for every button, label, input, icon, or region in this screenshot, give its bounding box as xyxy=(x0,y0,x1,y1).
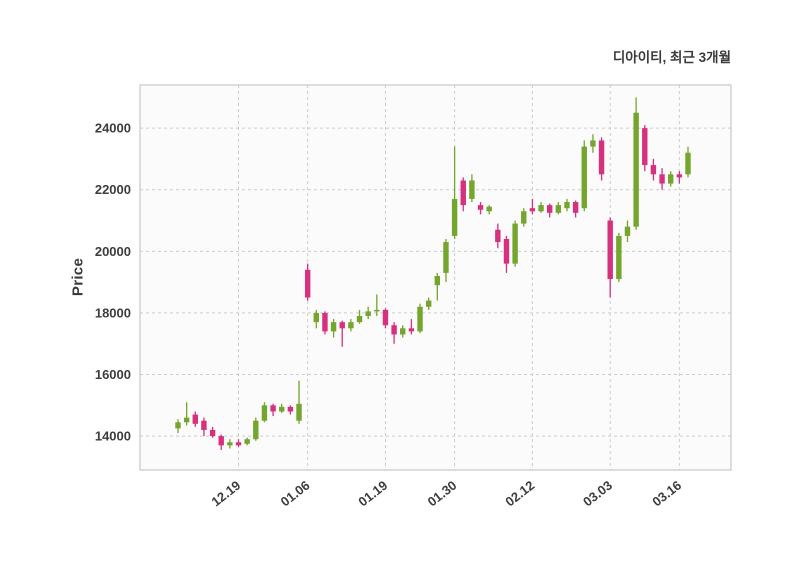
candle-body xyxy=(503,239,510,264)
candle-body xyxy=(417,306,423,332)
candle-body xyxy=(434,275,441,286)
candle-body xyxy=(676,174,683,178)
candle-body xyxy=(425,300,432,307)
y-tick-label: 20000 xyxy=(95,244,131,259)
candle-body xyxy=(322,312,328,332)
candle-body xyxy=(382,309,389,326)
candle-body xyxy=(460,180,466,206)
candle-body xyxy=(270,405,276,412)
candle-body xyxy=(356,316,363,323)
candle-body xyxy=(209,429,216,437)
candle-body xyxy=(374,309,380,312)
candle-body xyxy=(408,328,415,332)
x-tick-label: 02.12 xyxy=(502,478,537,510)
x-tick-label: 01.30 xyxy=(425,478,460,510)
x-tick-label: 12.19 xyxy=(208,478,243,510)
y-tick-label: 22000 xyxy=(95,182,131,197)
candle-body xyxy=(201,420,207,430)
candle-body xyxy=(650,165,657,175)
candle-body xyxy=(279,406,285,412)
candle-body xyxy=(296,403,302,421)
y-tick-label: 18000 xyxy=(95,305,131,320)
candle-body xyxy=(261,405,268,421)
candle-body xyxy=(287,406,294,412)
y-tick-label: 14000 xyxy=(95,429,131,444)
candle-body xyxy=(451,198,458,236)
candle-body xyxy=(192,414,198,424)
x-tick-label: 03.16 xyxy=(649,478,684,510)
chart-title: 디아이티, 최근 3개월 xyxy=(612,50,731,65)
candle-body xyxy=(313,312,320,323)
y-tick-label: 24000 xyxy=(95,121,131,136)
x-tick-label: 01.19 xyxy=(355,478,390,510)
y-axis-label: Price xyxy=(69,257,87,297)
candle-body xyxy=(339,322,345,329)
candle-body xyxy=(598,140,605,175)
candle-body xyxy=(685,152,691,175)
candle-body xyxy=(521,211,527,224)
candle-body xyxy=(624,226,631,236)
candle-body xyxy=(469,180,475,199)
candle-body xyxy=(546,205,553,213)
x-tick-label: 03.03 xyxy=(580,478,615,510)
candle-body xyxy=(348,322,354,329)
candle-body xyxy=(244,439,250,444)
candle-body xyxy=(227,442,233,446)
candle-body xyxy=(555,205,562,213)
candle-body xyxy=(572,202,579,213)
plot-border xyxy=(139,84,732,471)
candle-body xyxy=(235,442,242,446)
candle-body xyxy=(633,112,639,227)
candle-body xyxy=(253,420,259,440)
candle-body xyxy=(590,140,596,147)
candle-body xyxy=(443,242,449,273)
candle-body xyxy=(183,417,190,423)
x-tick-label: 01.06 xyxy=(278,478,313,510)
candle-body xyxy=(642,128,648,166)
candle-body xyxy=(400,328,406,335)
candle-body xyxy=(668,174,674,184)
candle-body xyxy=(391,325,397,335)
y-tick-label: 16000 xyxy=(95,367,131,382)
candle-body xyxy=(616,235,622,280)
candle-body xyxy=(175,422,181,429)
candle-body xyxy=(512,223,518,264)
candle-body xyxy=(477,205,484,210)
candle-body xyxy=(529,208,536,212)
candle-body xyxy=(486,206,492,212)
candle-body xyxy=(581,146,587,209)
candle-body xyxy=(538,205,544,212)
candle-body xyxy=(218,436,224,446)
candle-body xyxy=(330,322,337,332)
candle-body xyxy=(564,202,570,209)
candle-body xyxy=(659,174,665,184)
candle-body xyxy=(607,220,613,280)
candle-body xyxy=(495,229,501,243)
candle-body xyxy=(304,269,311,298)
candle-body xyxy=(365,311,371,316)
